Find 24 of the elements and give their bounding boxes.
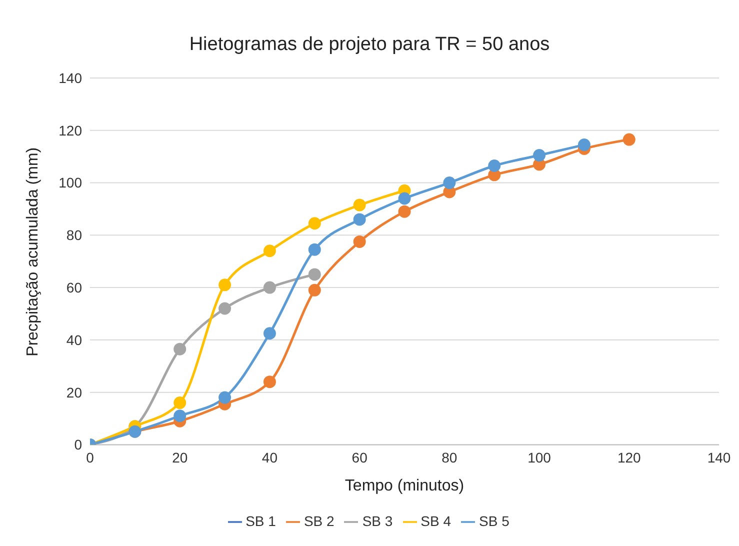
y-tick-label: 80 bbox=[66, 227, 82, 244]
legend-label: SB 4 bbox=[420, 512, 452, 529]
x-tick-label: 60 bbox=[352, 450, 368, 466]
x-tick-label: 0 bbox=[86, 450, 94, 466]
legend-label: SB 1 bbox=[246, 512, 276, 529]
x-tick-label: 20 bbox=[172, 450, 188, 466]
x-tick-label: 120 bbox=[617, 450, 642, 466]
y-tick-label: 40 bbox=[66, 332, 82, 348]
y-tick-label: 120 bbox=[58, 122, 82, 138]
legend-label: SB 2 bbox=[304, 512, 334, 529]
y-tick-label: 60 bbox=[66, 280, 82, 296]
x-tick-label: 40 bbox=[262, 450, 278, 466]
legend-label: SB 3 bbox=[362, 512, 393, 529]
y-axis-title: Precpitação acumulada (mm) bbox=[24, 147, 42, 356]
chart-title: Hietogramas de projeto para TR = 50 anos bbox=[188, 33, 551, 57]
x-tick-label: 80 bbox=[442, 450, 458, 466]
x-tick-label: 100 bbox=[528, 450, 552, 466]
y-tick-label: 100 bbox=[58, 174, 82, 191]
y-tick-label: 20 bbox=[66, 384, 82, 400]
y-tick-label: 140 bbox=[58, 70, 82, 86]
legend-label: SB 5 bbox=[479, 512, 510, 529]
x-tick-label: 140 bbox=[707, 450, 731, 466]
x-axis-title: Tempo (minutos) bbox=[344, 478, 464, 495]
y-tick-label: 0 bbox=[74, 436, 82, 453]
